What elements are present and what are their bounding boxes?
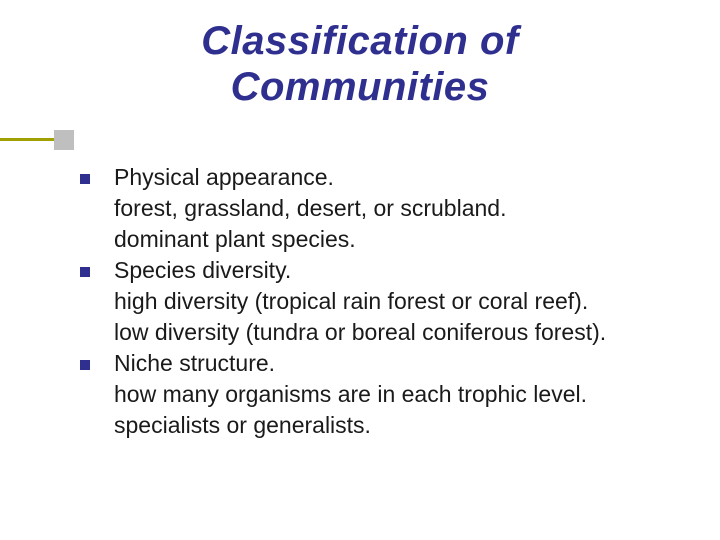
item-text: Niche structure. how many organisms are … xyxy=(114,348,587,441)
item-sub: dominant plant species. xyxy=(114,224,506,255)
item-sub: specialists or generalists. xyxy=(114,410,587,441)
item-lead: Species diversity. xyxy=(114,255,606,286)
item-sub: forest, grassland, desert, or scrubland. xyxy=(114,193,506,224)
list-item: Physical appearance. forest, grassland, … xyxy=(80,162,700,255)
item-text: Physical appearance. forest, grassland, … xyxy=(114,162,506,255)
item-sub: high diversity (tropical rain forest or … xyxy=(114,286,606,317)
content-list: Physical appearance. forest, grassland, … xyxy=(80,162,700,441)
item-text: Species diversity. high diversity (tropi… xyxy=(114,255,606,348)
bullet-icon xyxy=(80,267,90,277)
bullet-icon xyxy=(80,360,90,370)
slide-title: Classification of Communities xyxy=(40,18,680,110)
item-lead: Niche structure. xyxy=(114,348,587,379)
accent-box xyxy=(54,130,74,150)
bullet-icon xyxy=(80,174,90,184)
list-item: Species diversity. high diversity (tropi… xyxy=(80,255,700,348)
accent-line xyxy=(0,138,54,141)
item-sub: how many organisms are in each trophic l… xyxy=(114,379,587,410)
item-lead: Physical appearance. xyxy=(114,162,506,193)
title-line-1: Classification of xyxy=(201,19,518,63)
slide: Classification of Communities Physical a… xyxy=(0,0,720,540)
list-item: Niche structure. how many organisms are … xyxy=(80,348,700,441)
item-sub: low diversity (tundra or boreal conifero… xyxy=(114,317,606,348)
title-line-2: Communities xyxy=(231,65,490,109)
